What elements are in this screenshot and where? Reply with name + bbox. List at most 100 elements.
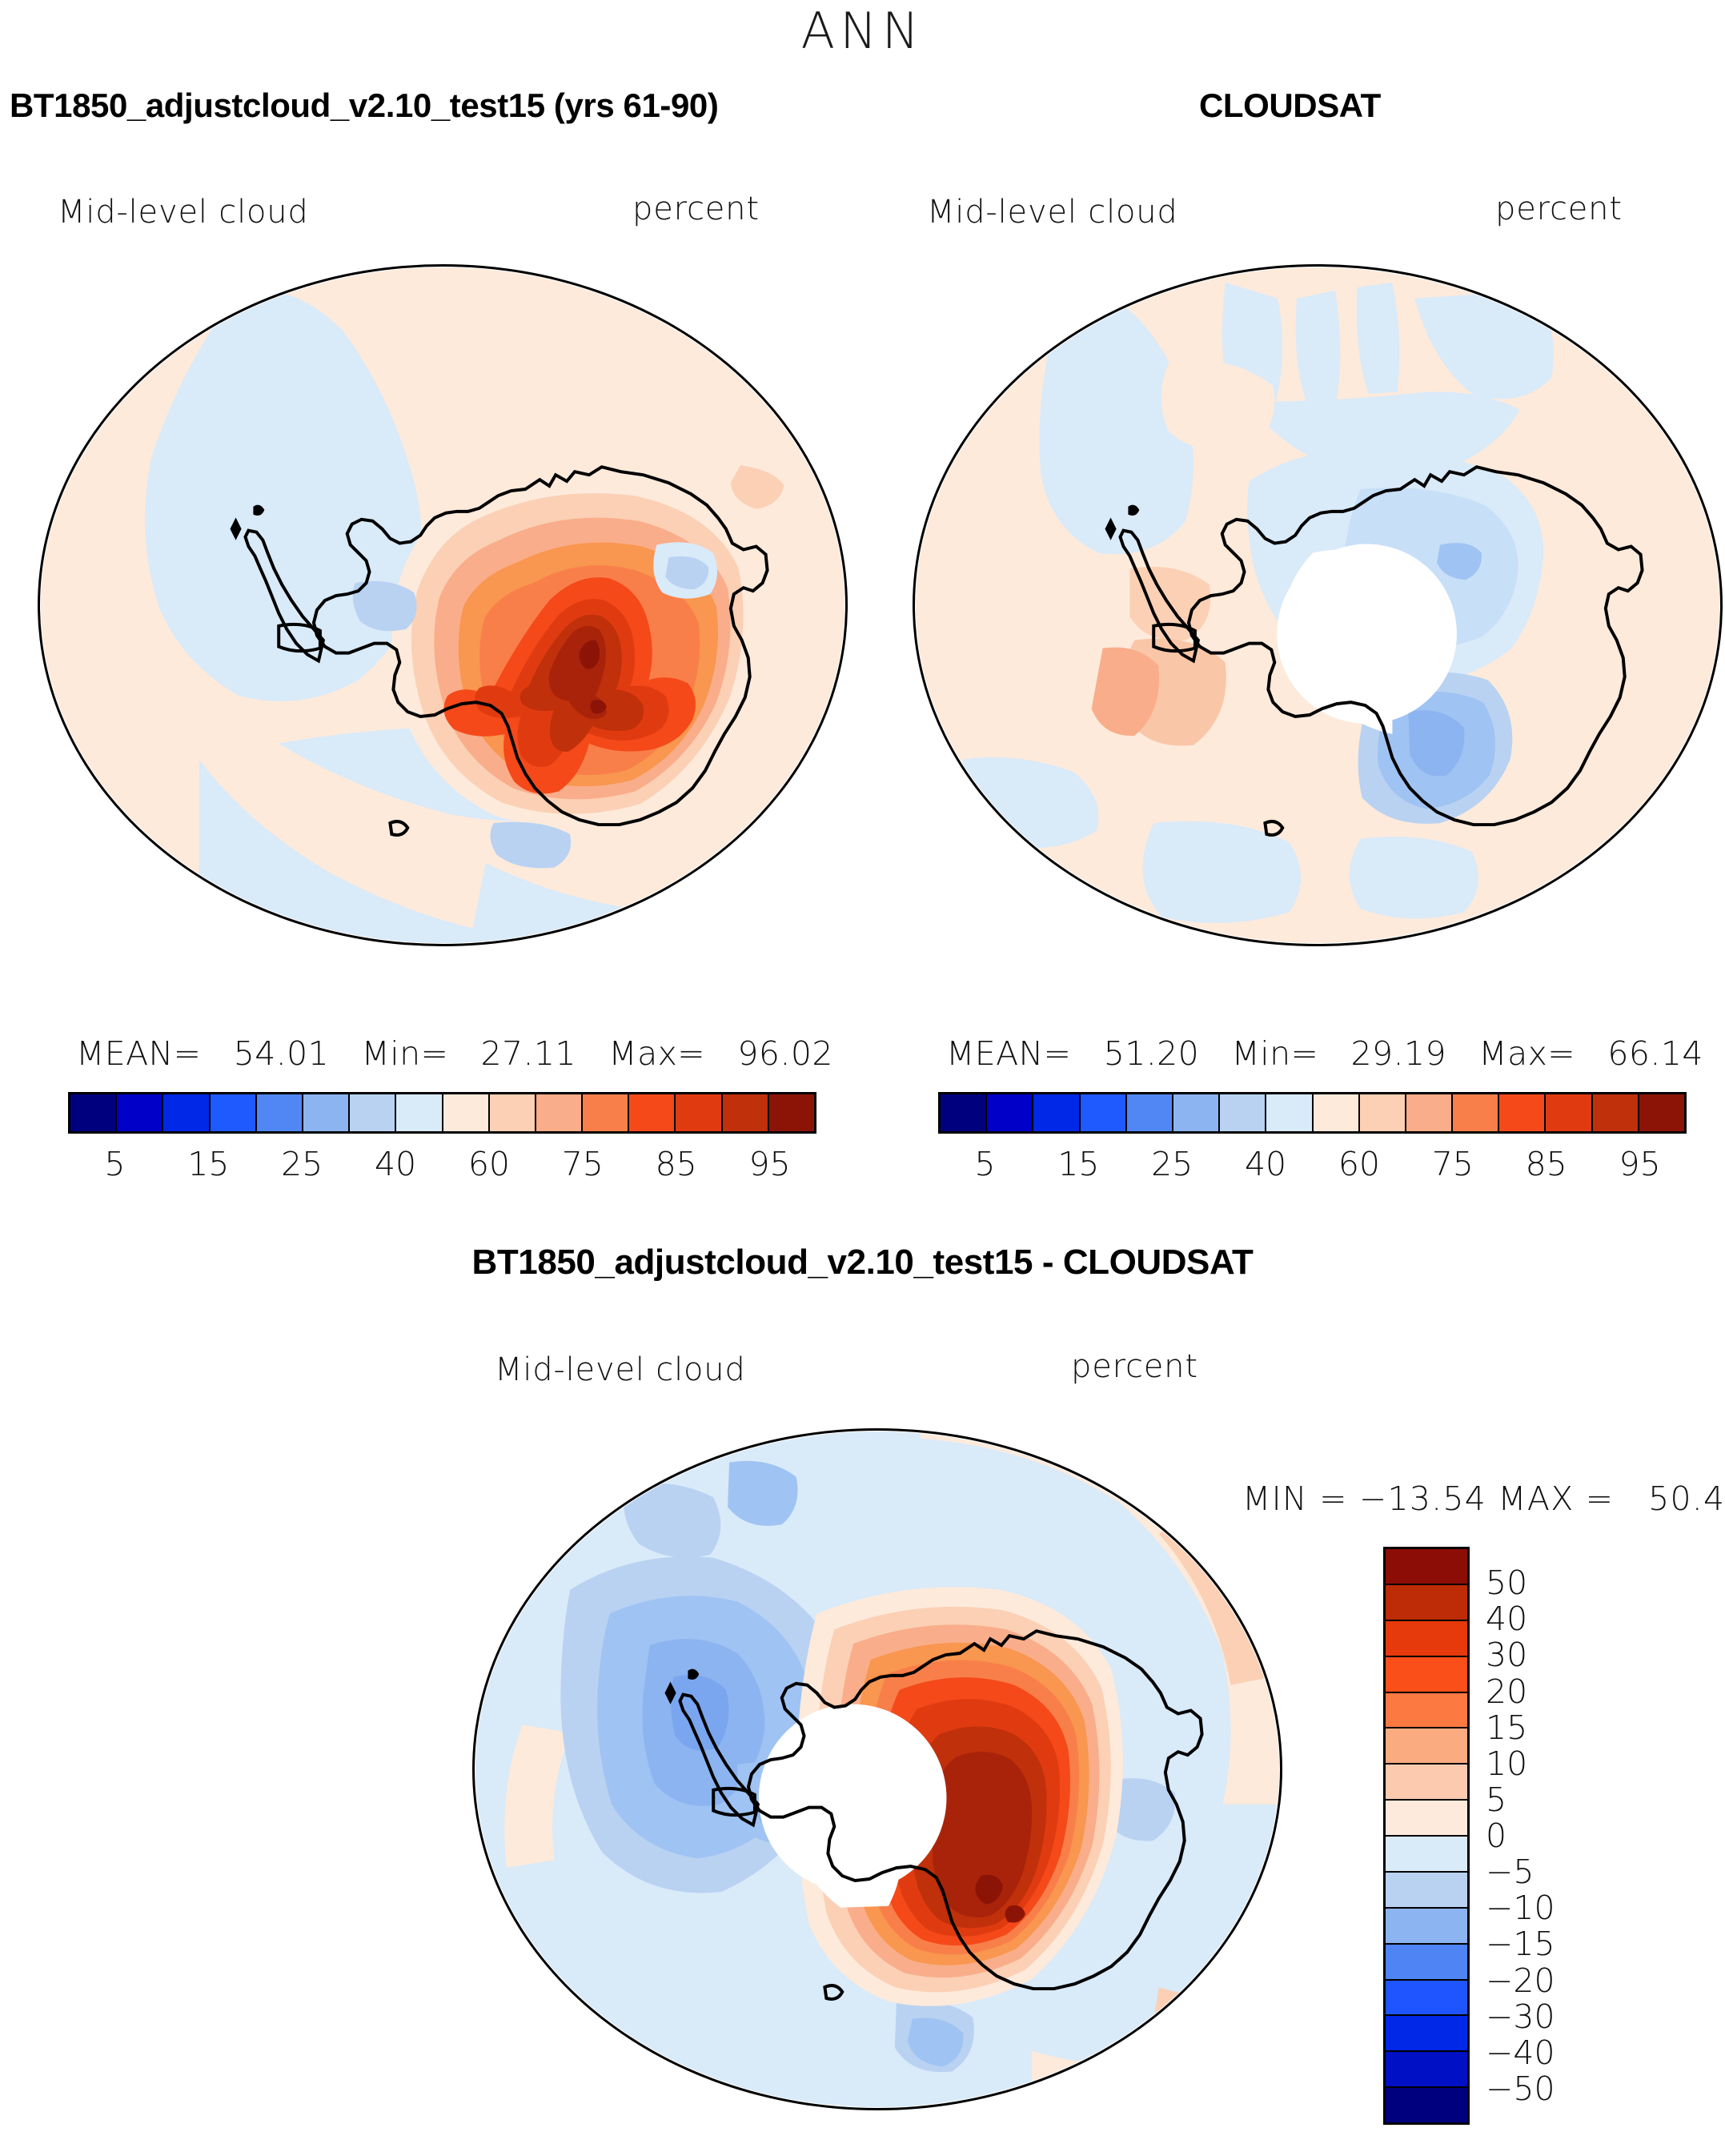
difference-minmax: MIN = −13.54 MAX = 50.44 — [1242, 1479, 1725, 1518]
colorbar-tick-label: 60 — [467, 1145, 511, 1183]
difference-colorbar-swatch — [1386, 1656, 1467, 1693]
difference-colorbar-tick-label: 50 — [1486, 1564, 1528, 1603]
colorbar-swatch — [768, 1094, 814, 1131]
model-colorbar-ticks: 5 15 25 40 60 75 85 95 — [68, 1145, 816, 1191]
obs-units-label: percent — [1495, 191, 1623, 227]
difference-colorbar-swatch — [1386, 1692, 1467, 1729]
colorbar-tick-label: 95 — [748, 1145, 791, 1183]
obs-case-title: CLOUDSAT — [1199, 86, 1381, 124]
difference-colorbar-swatch — [1386, 2016, 1467, 2053]
difference-colorbar-swatch — [1386, 2052, 1467, 2089]
colorbar-tick-label: 75 — [1431, 1145, 1474, 1183]
difference-map — [472, 1428, 1282, 2110]
colorbar-tick-label: 5 — [974, 1145, 996, 1183]
difference-colorbar-tick-label: −10 — [1486, 1889, 1555, 1928]
model-map-canvas — [40, 267, 845, 944]
colorbar-swatch — [210, 1094, 257, 1131]
colorbar-swatch — [1266, 1094, 1314, 1131]
colorbar-swatch — [70, 1094, 118, 1131]
obs-colorbar — [938, 1092, 1687, 1134]
difference-colorbar-tick-label: 20 — [1486, 1672, 1528, 1711]
colorbar-tick-label: 95 — [1619, 1145, 1661, 1183]
difference-colorbar-swatch — [1386, 1765, 1467, 1801]
colorbar-tick-label: 40 — [374, 1145, 417, 1183]
colorbar-swatch — [489, 1094, 536, 1131]
colorbar-swatch — [1639, 1094, 1684, 1131]
obs-map — [913, 264, 1723, 946]
difference-colorbar-tick-label: −40 — [1486, 2033, 1555, 2072]
difference-colorbar-tick-label: 10 — [1486, 1744, 1528, 1783]
obs-field-label: Mid-level cloud — [927, 194, 1178, 231]
model-map — [38, 264, 848, 946]
season-title: ANN — [800, 2, 925, 60]
difference-colorbar-tick-label: −50 — [1486, 2069, 1555, 2108]
colorbar-swatch — [1359, 1094, 1406, 1131]
colorbar-swatch — [443, 1094, 490, 1131]
colorbar-tick-label: 5 — [104, 1145, 126, 1183]
obs-colorbar-ticks: 5 15 25 40 60 75 85 95 — [938, 1145, 1687, 1191]
colorbar-swatch — [1080, 1094, 1127, 1131]
colorbar-swatch — [350, 1094, 397, 1131]
colorbar-swatch — [303, 1094, 351, 1131]
difference-field-label: Mid-level cloud — [495, 1351, 746, 1388]
model-stats: MEAN= 54.01 Min= 27.11 Max= 96.02 — [76, 1034, 833, 1073]
colorbar-swatch — [163, 1094, 211, 1131]
colorbar-swatch — [987, 1094, 1034, 1131]
colorbar-tick-label: 85 — [655, 1145, 697, 1183]
colorbar-swatch — [1546, 1094, 1593, 1131]
difference-colorbar-tick-label: 0 — [1486, 1817, 1507, 1855]
difference-colorbar-swatch — [1386, 1980, 1467, 2017]
difference-colorbar-ticks: 50 40 30 20 15 10 5 0 −5 −10 −15 −20 −30 −40 −50 — [1486, 1547, 1646, 2125]
difference-colorbar-swatch — [1386, 1728, 1467, 1765]
model-colorbar — [68, 1092, 816, 1134]
colorbar-tick-label: 85 — [1525, 1145, 1567, 1183]
difference-colorbar-swatch — [1386, 1908, 1467, 1945]
colorbar-tick-label: 75 — [561, 1145, 604, 1183]
difference-colorbar-tick-label: −15 — [1486, 1925, 1555, 1964]
colorbar-swatch — [536, 1094, 584, 1131]
colorbar-swatch — [676, 1094, 723, 1131]
difference-units-label: percent — [1071, 1348, 1198, 1385]
difference-colorbar-tick-label: −20 — [1486, 1961, 1555, 2000]
difference-colorbar-tick-label: −5 — [1486, 1853, 1534, 1892]
colorbar-swatch — [1499, 1094, 1546, 1131]
difference-colorbar-swatch — [1386, 1801, 1467, 1837]
difference-colorbar-swatch — [1386, 2088, 1467, 2122]
colorbar-swatch — [722, 1094, 769, 1131]
model-units-label: percent — [632, 191, 760, 227]
obs-stats: MEAN= 51.20 Min= 29.19 Max= 66.14 — [946, 1034, 1703, 1073]
colorbar-swatch — [1173, 1094, 1221, 1131]
colorbar-swatch — [1220, 1094, 1267, 1131]
model-case-title: BT1850_adjustcloud_v2.10_test15 (yrs 61-… — [10, 86, 719, 124]
colorbar-swatch — [396, 1094, 443, 1131]
colorbar-swatch — [1592, 1094, 1639, 1131]
difference-colorbar — [1383, 1547, 1470, 2125]
difference-colorbar-swatch — [1386, 1584, 1467, 1621]
difference-map-canvas — [475, 1431, 1280, 2108]
difference-colorbar-swatch — [1386, 1872, 1467, 1909]
difference-colorbar-swatch — [1386, 1837, 1467, 1873]
obs-map-canvas — [915, 267, 1720, 944]
colorbar-swatch — [629, 1094, 676, 1131]
colorbar-swatch — [1033, 1094, 1081, 1131]
colorbar-tick-label: 15 — [1057, 1145, 1100, 1183]
model-field-label: Mid-level cloud — [58, 194, 309, 231]
difference-colorbar-tick-label: 15 — [1486, 1708, 1528, 1747]
difference-colorbar-tick-label: 40 — [1486, 1600, 1528, 1639]
difference-colorbar-tick-label: −30 — [1486, 1997, 1555, 2036]
difference-colorbar-swatch — [1386, 1620, 1467, 1657]
colorbar-swatch — [1313, 1094, 1360, 1131]
colorbar-tick-label: 40 — [1244, 1145, 1287, 1183]
colorbar-swatch — [1453, 1094, 1500, 1131]
difference-colorbar-tick-label: 30 — [1486, 1636, 1528, 1675]
difference-colorbar-swatch — [1386, 1549, 1467, 1585]
colorbar-tick-label: 15 — [187, 1145, 230, 1183]
colorbar-swatch — [1406, 1094, 1454, 1131]
colorbar-swatch — [583, 1094, 630, 1131]
colorbar-tick-label: 60 — [1338, 1145, 1381, 1183]
difference-colorbar-tick-label: 5 — [1486, 1780, 1507, 1819]
colorbar-swatch — [941, 1094, 988, 1131]
colorbar-swatch — [1126, 1094, 1173, 1131]
colorbar-swatch — [256, 1094, 303, 1131]
difference-case-title: BT1850_adjustcloud_v2.10_test15 - CLOUDS… — [471, 1243, 1254, 1282]
